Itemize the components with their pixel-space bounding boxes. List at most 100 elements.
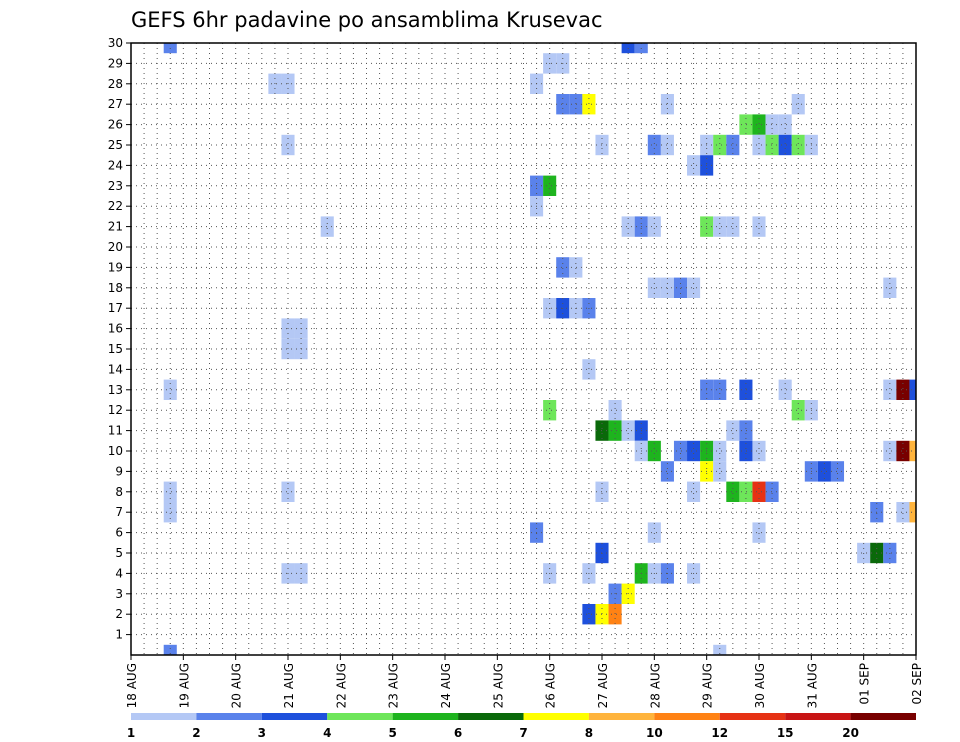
color-legend: 1 2 3 4 5 6 7 8 10 12 15 20	[127, 713, 916, 740]
y-tick-label: 9	[115, 464, 123, 478]
legend-color-swatch	[719, 713, 786, 720]
y-tick-label: 17	[108, 301, 123, 315]
x-tick-label: 19 AUG	[177, 663, 191, 708]
data-cell	[543, 175, 557, 196]
y-tick-label: 23	[108, 179, 123, 193]
y-tick-label: 10	[108, 444, 123, 458]
data-cell	[660, 461, 674, 482]
data-cell	[660, 134, 674, 156]
x-tick-label: 01 SEP	[858, 663, 872, 705]
data-cell	[739, 440, 753, 462]
data-cell	[660, 277, 674, 298]
data-cell	[713, 216, 727, 237]
y-tick-label: 19	[108, 260, 123, 274]
data-cell	[909, 502, 916, 523]
data-cell	[752, 440, 766, 462]
data-cell	[687, 155, 701, 176]
legend-label: 2	[192, 726, 200, 740]
y-tick-label: 7	[115, 505, 123, 519]
data-cell	[673, 277, 688, 298]
chart-title: GEFS 6hr padavine po ansamblima Krusevac	[131, 8, 603, 32]
x-tick-label: 26 AUG	[544, 663, 558, 708]
data-cell	[791, 134, 805, 156]
legend-label: 20	[842, 726, 859, 740]
data-cell	[569, 257, 583, 278]
data-cell	[163, 481, 177, 502]
legend-color-swatch	[654, 713, 720, 720]
x-tick-label: 25 AUG	[491, 663, 505, 708]
legend-label: 3	[258, 726, 266, 740]
y-tick-label: 4	[115, 566, 123, 580]
data-cell	[281, 481, 295, 502]
data-cell	[752, 481, 766, 502]
x-axis-ticks: 18 AUG 19 AUG 20 AUG 21 AUG 22 AUG 23 AUG 24 A…	[125, 655, 924, 708]
y-tick-label: 26	[108, 118, 123, 132]
data-cell	[726, 420, 740, 441]
legend-color-swatch	[196, 713, 262, 720]
data-cell	[713, 134, 727, 156]
data-cell	[660, 94, 674, 115]
data-cell	[647, 522, 661, 543]
legend-label: 10	[646, 726, 663, 740]
y-tick-label: 25	[108, 138, 123, 152]
y-axis-ticks: 1234567891011121314151617181920212223242…	[108, 36, 131, 642]
data-cell	[621, 420, 635, 441]
data-cell	[752, 522, 766, 543]
data-cell	[896, 440, 910, 462]
data-cell	[673, 440, 688, 462]
data-cell	[909, 379, 916, 400]
x-tick-label: 24 AUG	[439, 663, 453, 708]
data-cell	[726, 216, 740, 237]
y-tick-label: 3	[115, 587, 123, 601]
y-tick-label: 24	[108, 158, 123, 172]
y-tick-label: 22	[108, 199, 123, 213]
legend-label: 15	[777, 726, 794, 740]
data-cell	[739, 114, 753, 135]
data-cell	[883, 440, 897, 462]
y-tick-label: 15	[108, 342, 123, 356]
data-cell	[883, 277, 897, 298]
x-tick-label: 18 AUG	[125, 663, 139, 708]
y-tick-label: 8	[115, 485, 123, 499]
y-tick-label: 14	[108, 362, 123, 376]
legend-label: 6	[454, 726, 462, 740]
legend-color-swatch	[392, 713, 459, 720]
y-tick-label: 20	[108, 240, 123, 254]
legend-label: 1	[127, 726, 135, 740]
x-tick-label: 27 AUG	[596, 663, 610, 708]
data-cell	[320, 216, 334, 237]
y-tick-label: 1	[115, 628, 123, 642]
y-tick-label: 2	[115, 607, 123, 621]
legend-label: 4	[323, 726, 331, 740]
data-cell	[765, 481, 779, 502]
x-tick-label: 23 AUG	[387, 663, 401, 708]
y-tick-label: 30	[108, 36, 123, 50]
legend-color-swatch	[131, 713, 197, 720]
data-cell	[791, 400, 805, 421]
data-cell	[569, 94, 583, 115]
x-tick-label: 22 AUG	[334, 663, 348, 708]
data-cell	[896, 502, 910, 523]
legend-color-swatch	[850, 713, 916, 720]
x-tick-label: 02 SEP	[910, 663, 924, 705]
y-tick-label: 29	[108, 56, 123, 70]
data-cell	[163, 502, 177, 523]
data-cell	[739, 420, 753, 441]
legend-color-swatch	[261, 713, 328, 720]
y-tick-label: 18	[108, 281, 123, 295]
data-cell	[608, 420, 622, 441]
data-cell	[687, 481, 701, 502]
data-cell	[713, 644, 727, 655]
y-tick-label: 27	[108, 97, 123, 111]
data-cell	[765, 134, 779, 156]
data-cell	[765, 114, 779, 135]
legend-label: 8	[585, 726, 593, 740]
data-cell	[582, 604, 596, 625]
data-cell	[556, 94, 570, 115]
y-tick-label: 5	[115, 546, 123, 560]
data-cell	[582, 94, 596, 115]
data-cell	[621, 216, 635, 237]
x-tick-label: 31 AUG	[805, 663, 819, 708]
data-cell	[778, 379, 792, 400]
